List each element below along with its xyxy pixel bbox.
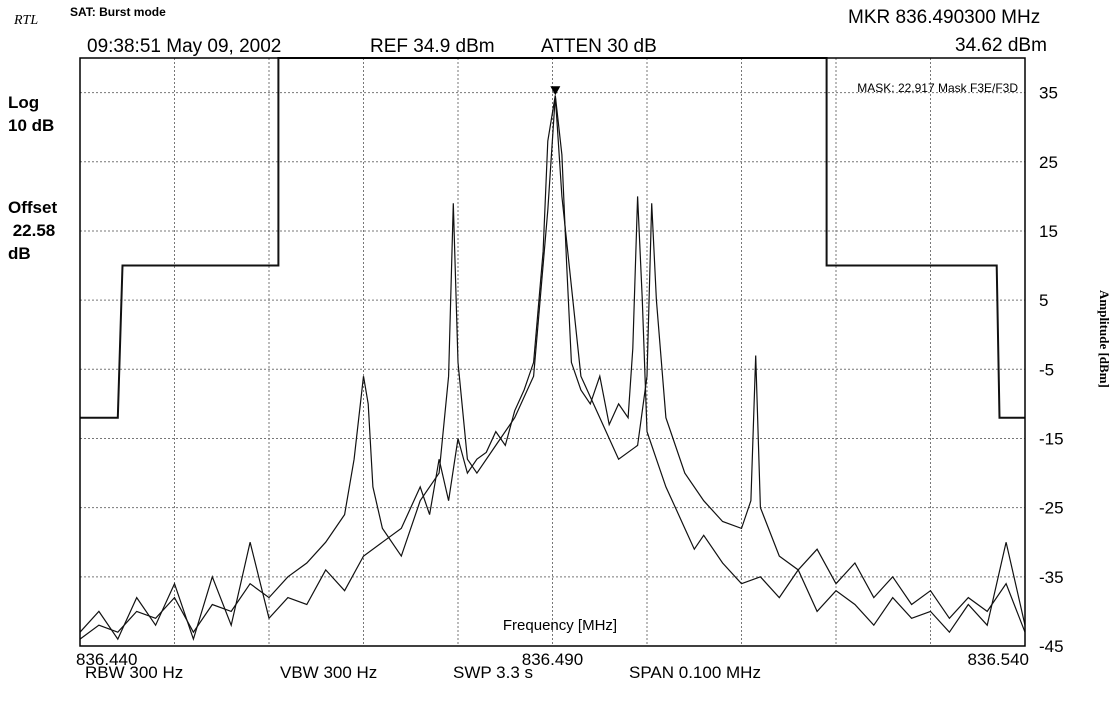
y-tick-label: -45 xyxy=(1039,637,1064,656)
marker-frequency: MKR 836.490300 MHz xyxy=(848,7,1041,28)
mode-label: SAT: Burst mode xyxy=(70,5,166,19)
marker-triangle xyxy=(550,86,561,96)
grid xyxy=(80,58,1025,646)
span-readout: SPAN 0.100 MHz xyxy=(629,663,761,682)
y-tick-label: -5 xyxy=(1039,360,1054,379)
y-tick-label: 5 xyxy=(1039,291,1048,310)
footer-bar: RBW 300 Hz VBW 300 Hz SWP 3.3 s SPAN 0.1… xyxy=(0,652,1116,692)
attenuation: ATTEN 30 dB xyxy=(541,36,657,57)
y-tick-label: -35 xyxy=(1039,568,1064,587)
tick-labels: 35 25 15 5 -5 -15 -25 -35 -45 836.440 836.490 836.5… xyxy=(76,84,1064,669)
x-tick-label: 836.540 xyxy=(968,650,1029,669)
rtl-logo: RTL xyxy=(14,13,39,28)
y-tick-label: 25 xyxy=(1039,153,1058,172)
reference-level: REF 34.9 dBm xyxy=(370,36,495,57)
y-tick-label: 15 xyxy=(1039,222,1058,241)
y-tick-label: -15 xyxy=(1039,429,1064,448)
timestamp: 09:38:51 May 09, 2002 xyxy=(87,36,282,57)
marker-amplitude: 34.62 dBm xyxy=(955,35,1047,56)
x-tick-label: 836.490 xyxy=(522,650,583,669)
x-tick-label: 836.440 xyxy=(76,650,137,669)
series-trace_1 xyxy=(79,95,1026,642)
sweep-readout: SWP 3.3 s xyxy=(453,663,533,682)
y-tick-label: -25 xyxy=(1039,499,1064,518)
plot-frame xyxy=(79,57,1026,647)
scale-label: Log 10 dB xyxy=(8,93,55,135)
x-axis-label: Frequency [MHz] xyxy=(503,617,617,634)
offset-label: Offset 22.58 dB xyxy=(8,198,58,263)
vbw-readout: VBW 300 Hz xyxy=(280,663,378,682)
rbw-readout: RBW 300 Hz xyxy=(85,663,184,682)
y-tick-label: 35 xyxy=(1039,84,1058,103)
series-trace_2 xyxy=(79,95,1026,640)
mask-label: MASK: 22.917 Mask F3E/F3D xyxy=(857,81,1018,95)
y-axis-label: Amplitude [dBm] xyxy=(1097,290,1112,388)
y-axis-label-wrap: Amplitude [dBm] xyxy=(1092,290,1116,480)
